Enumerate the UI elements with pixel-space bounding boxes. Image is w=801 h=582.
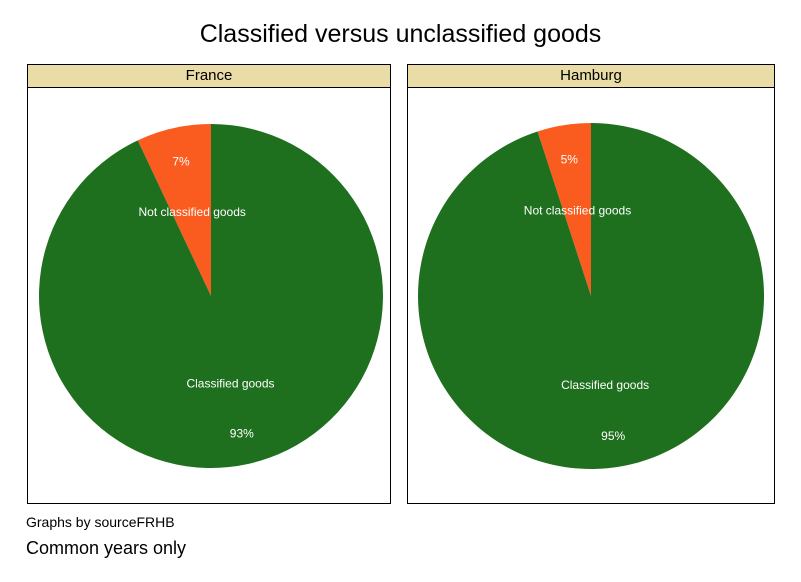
- pie-pct-label: 95%: [601, 429, 625, 443]
- panel-strip-france: France: [28, 65, 390, 88]
- pie-slice-classified-goods: [39, 124, 384, 468]
- pie-chart-france: 7% Not classified goods 93% Classified good…: [39, 124, 384, 468]
- pie-slice-label: Classified goods: [561, 378, 649, 392]
- caption-note: Common years only: [26, 538, 187, 558]
- pie-slice-label: Classified goods: [186, 376, 274, 390]
- pie-slice-label: Not classified goods: [139, 205, 246, 219]
- pie-slice-not-classified-goods: [137, 124, 211, 296]
- pie-slice-not-classified-goods: [537, 123, 591, 296]
- chart-title: Classified versus unclassified goods: [199, 20, 602, 48]
- pie-slice-label: Not classified goods: [524, 204, 631, 218]
- pie-chart-hamburg: 5% Not classified goods 95% Classified good…: [418, 122, 765, 469]
- panel-strip-hamburg: Hamburg: [408, 65, 774, 88]
- pie-pct-label: 5%: [561, 152, 579, 166]
- source-note: Graphs by sourceFRHB: [26, 514, 175, 530]
- pie-pct-label: 7%: [172, 155, 190, 169]
- panel-france: France 7% Not classified goods 93% Classifi…: [27, 64, 391, 504]
- panel-hamburg: Hamburg 5% Not classified goods 95% Classif…: [407, 64, 775, 504]
- pie-pct-label: 93%: [230, 427, 254, 441]
- pie-slice-classified-goods: [418, 122, 765, 469]
